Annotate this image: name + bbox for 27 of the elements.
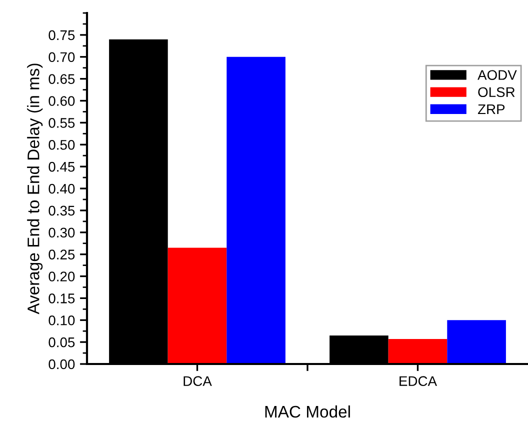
y-tick-label: 0.55 (48, 118, 75, 128)
y-tick-label: 0.10 (48, 315, 75, 326)
legend-label: OLSR (478, 87, 515, 98)
bar (447, 320, 506, 364)
x-tick-label: EDCA (400, 376, 438, 386)
y-tick-label: 0.65 (48, 74, 75, 84)
y-tick-label: 0.70 (48, 52, 75, 62)
x-axis-title: MAC Model (265, 405, 350, 418)
y-tick-label: 0.75 (48, 30, 75, 40)
x-tick-label: DCA (184, 376, 212, 386)
y-axis-title: Average End to End Delay (in ms) (27, 64, 43, 314)
y-tick-label: 0.60 (48, 96, 75, 106)
legend-label: AODV (478, 70, 517, 80)
y-tick-label: 0.35 (48, 206, 75, 216)
y-tick-label: 0.25 (48, 250, 75, 260)
bar (168, 248, 227, 364)
y-tick-label: 0.50 (48, 140, 75, 150)
y-tick-label: 0.15 (48, 294, 75, 304)
y-tick-label: 0.40 (48, 184, 75, 194)
bar (388, 338, 448, 364)
y-tick-label: 0.00 (48, 359, 75, 370)
y-tick-label: 0.20 (48, 272, 75, 282)
legend-label: ZRP (478, 104, 505, 114)
bar (226, 56, 286, 364)
y-tick-label: 0.30 (48, 228, 75, 238)
y-tick-label: 0.05 (48, 337, 75, 348)
y-tick-label: 0.45 (48, 162, 75, 172)
